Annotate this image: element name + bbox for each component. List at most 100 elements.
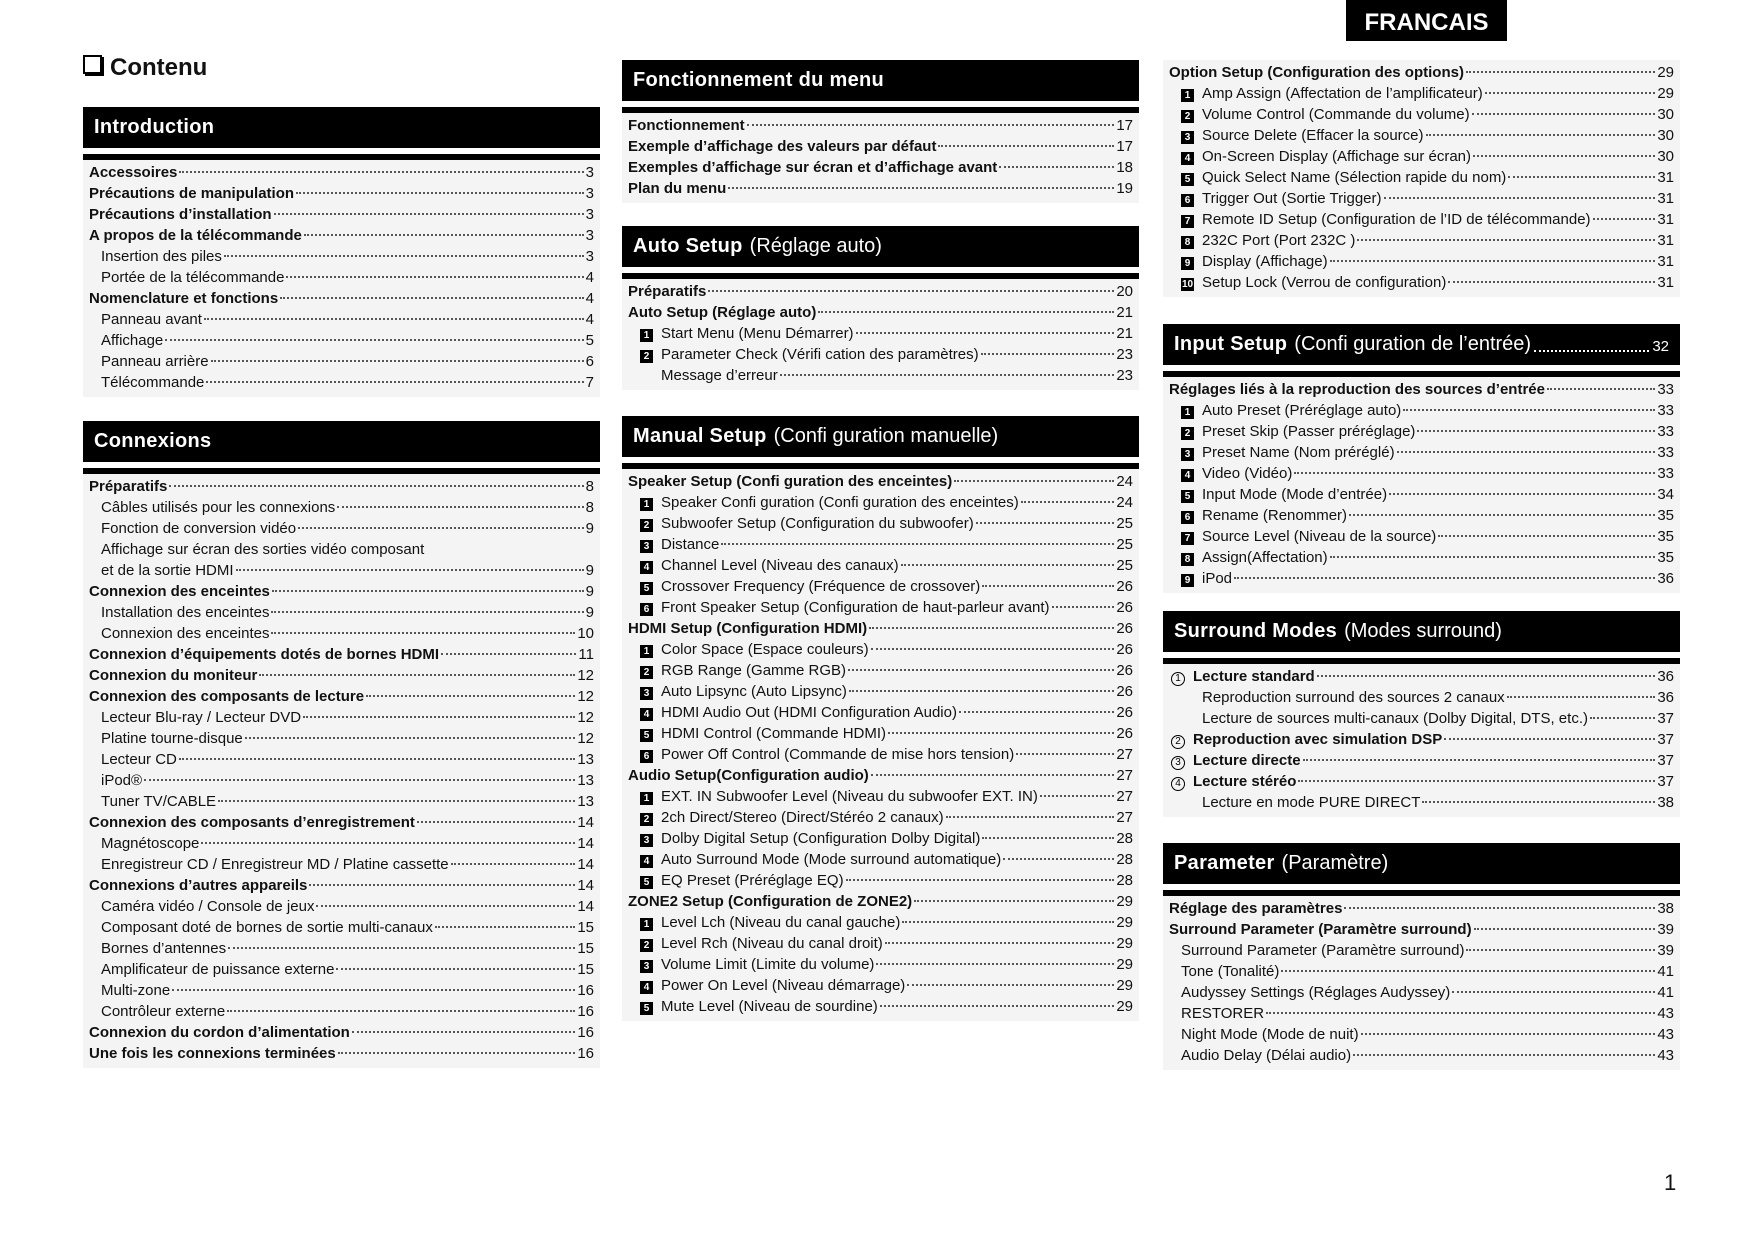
toc-entry[interactable]: 3 Source Delete (Effacer la source) 30 xyxy=(1169,125,1674,146)
toc-entry[interactable]: Magnétoscope 14 xyxy=(89,833,594,854)
toc-entry[interactable]: Message d’erreur 23 xyxy=(628,365,1133,386)
toc-entry[interactable]: 1 Start Menu (Menu Démarrer) 21 xyxy=(628,323,1133,344)
toc-entry[interactable]: 6 Front Speaker Setup (Configuration de h… xyxy=(628,597,1133,618)
toc-entry[interactable]: 10 Setup Lock (Verrou de configuration) 31 xyxy=(1169,272,1674,293)
toc-entry[interactable]: Connexion du cordon d’alimentation 16 xyxy=(89,1022,594,1043)
toc-entry[interactable]: 1 Speaker Confi guration (Confi guration … xyxy=(628,492,1133,513)
toc-entry[interactable]: 7 Remote ID Setup (Configuration de l’ID … xyxy=(1169,209,1674,230)
toc-entry[interactable]: Réglages liés à la reproduction des sour… xyxy=(1169,379,1674,400)
toc-entry[interactable]: Option Setup (Configuration des options)… xyxy=(1169,62,1674,83)
toc-entry[interactable]: A propos de la télécommande 3 xyxy=(89,225,594,246)
toc-entry[interactable]: 2 2ch Direct/Stereo (Direct/Stéréo 2 cana… xyxy=(628,807,1133,828)
toc-entry[interactable]: Plan du menu 19 xyxy=(628,178,1133,199)
toc-entry[interactable]: 5 Quick Select Name (Sélection rapide du … xyxy=(1169,167,1674,188)
toc-entry[interactable]: 4 Channel Level (Niveau des canaux) 25 xyxy=(628,555,1133,576)
toc-entry[interactable]: Speaker Setup (Confi guration des encein… xyxy=(628,471,1133,492)
toc-entry[interactable]: Précautions d’installation 3 xyxy=(89,204,594,225)
toc-entry[interactable]: 8 232C Port (Port 232C ) 31 xyxy=(1169,230,1674,251)
toc-entry[interactable]: Lecteur CD 13 xyxy=(89,749,594,770)
toc-entry[interactable]: 1 Lecture standard 36 xyxy=(1169,666,1674,687)
toc-entry[interactable]: Exemple d’affichage des valeurs par défa… xyxy=(628,136,1133,157)
toc-entry[interactable]: Portée de la télécommande 4 xyxy=(89,267,594,288)
toc-entry[interactable]: Affichage sur écran des sorties vidéo co… xyxy=(89,539,594,560)
toc-entry[interactable]: 1 EXT. IN Subwoofer Level (Niveau du subw… xyxy=(628,786,1133,807)
toc-entry[interactable]: Audio Setup(Configuration audio) 27 xyxy=(628,765,1133,786)
toc-entry[interactable]: 5 Input Mode (Mode d’entrée) 34 xyxy=(1169,484,1674,505)
toc-entry[interactable]: 2 Preset Skip (Passer préréglage) 33 xyxy=(1169,421,1674,442)
toc-entry[interactable]: iPod® 13 xyxy=(89,770,594,791)
toc-entry[interactable]: Multi-zone 16 xyxy=(89,980,594,1001)
toc-entry[interactable]: 3 Dolby Digital Setup (Configuration Dolb… xyxy=(628,828,1133,849)
toc-entry[interactable]: Fonction de conversion vidéo 9 xyxy=(89,518,594,539)
toc-entry[interactable]: Panneau arrière 6 xyxy=(89,351,594,372)
toc-entry[interactable]: Insertion des piles 3 xyxy=(89,246,594,267)
toc-entry[interactable]: RESTORER 43 xyxy=(1169,1003,1674,1024)
toc-entry[interactable]: 9 iPod 36 xyxy=(1169,568,1674,589)
toc-entry[interactable]: et de la sortie HDMI 9 xyxy=(89,560,594,581)
toc-entry[interactable]: Audyssey Settings (Réglages Audyssey) 41 xyxy=(1169,982,1674,1003)
toc-entry[interactable]: 3 Preset Name (Nom préréglé) 33 xyxy=(1169,442,1674,463)
toc-entry[interactable]: 3 Lecture directe 37 xyxy=(1169,750,1674,771)
toc-entry[interactable]: 5 EQ Preset (Préréglage EQ) 28 xyxy=(628,870,1133,891)
toc-entry[interactable]: Câbles utilisés pour les connexions 8 xyxy=(89,497,594,518)
toc-entry[interactable]: Panneau avant 4 xyxy=(89,309,594,330)
toc-entry[interactable]: Connexion des enceintes 10 xyxy=(89,623,594,644)
toc-entry[interactable]: 9 Display (Affichage) 31 xyxy=(1169,251,1674,272)
toc-entry[interactable]: 6 Trigger Out (Sortie Trigger) 31 xyxy=(1169,188,1674,209)
toc-entry[interactable]: Préparatifs 8 xyxy=(89,476,594,497)
toc-entry[interactable]: 2 Parameter Check (Vérifi cation des para… xyxy=(628,344,1133,365)
toc-entry[interactable]: 1 Auto Preset (Préréglage auto) 33 xyxy=(1169,400,1674,421)
toc-entry[interactable]: Connexion d’équipements dotés de bornes … xyxy=(89,644,594,665)
toc-entry[interactable]: Platine tourne-disque 12 xyxy=(89,728,594,749)
toc-entry[interactable]: Télécommande 7 xyxy=(89,372,594,393)
toc-entry[interactable]: Bornes d’antennes 15 xyxy=(89,938,594,959)
toc-entry[interactable]: Night Mode (Mode de nuit) 43 xyxy=(1169,1024,1674,1045)
toc-entry[interactable]: ZONE2 Setup (Configuration de ZONE2) 29 xyxy=(628,891,1133,912)
toc-entry[interactable]: Installation des enceintes 9 xyxy=(89,602,594,623)
toc-entry[interactable]: 4 Lecture stéréo 37 xyxy=(1169,771,1674,792)
toc-entry[interactable]: Surround Parameter (Paramètre surround) 3… xyxy=(1169,940,1674,961)
toc-entry[interactable]: Réglage des paramètres 38 xyxy=(1169,898,1674,919)
toc-entry[interactable]: Amplificateur de puissance externe 15 xyxy=(89,959,594,980)
toc-entry[interactable]: Reproduction surround des sources 2 cana… xyxy=(1169,687,1674,708)
toc-entry[interactable]: Tone (Tonalité) 41 xyxy=(1169,961,1674,982)
toc-entry[interactable]: Une fois les connexions terminées 16 xyxy=(89,1043,594,1064)
toc-entry[interactable]: 7 Source Level (Niveau de la source) 35 xyxy=(1169,526,1674,547)
toc-entry[interactable]: 3 Distance 25 xyxy=(628,534,1133,555)
toc-entry[interactable]: 4 Auto Surround Mode (Mode surround autom… xyxy=(628,849,1133,870)
toc-entry[interactable]: Connexion des composants d’enregistremen… xyxy=(89,812,594,833)
toc-entry[interactable]: Fonctionnement 17 xyxy=(628,115,1133,136)
toc-entry[interactable]: Lecture en mode PURE DIRECT 38 xyxy=(1169,792,1674,813)
toc-entry[interactable]: Accessoires 3 xyxy=(89,162,594,183)
toc-entry[interactable]: 4 On-Screen Display (Affichage sur écran)… xyxy=(1169,146,1674,167)
toc-entry[interactable]: 5 Mute Level (Niveau de sourdine) 29 xyxy=(628,996,1133,1017)
toc-entry[interactable]: 4 Power On Level (Niveau démarrage) 29 xyxy=(628,975,1133,996)
toc-entry[interactable]: Audio Delay (Délai audio) 43 xyxy=(1169,1045,1674,1066)
toc-entry[interactable]: Connexion du moniteur 12 xyxy=(89,665,594,686)
toc-entry[interactable]: Contrôleur externe 16 xyxy=(89,1001,594,1022)
toc-entry[interactable]: Tuner TV/CABLE 13 xyxy=(89,791,594,812)
toc-entry[interactable]: Exemples d’affichage sur écran et d’affi… xyxy=(628,157,1133,178)
toc-entry[interactable]: Connexion des enceintes 9 xyxy=(89,581,594,602)
toc-entry[interactable]: 3 Volume Limit (Limite du volume) 29 xyxy=(628,954,1133,975)
toc-entry[interactable]: Connexions d’autres appareils 14 xyxy=(89,875,594,896)
toc-entry[interactable]: 2 RGB Range (Gamme RGB) 26 xyxy=(628,660,1133,681)
toc-entry[interactable]: Composant doté de bornes de sortie multi… xyxy=(89,917,594,938)
toc-entry[interactable]: Lecture de sources multi-canaux (Dolby D… xyxy=(1169,708,1674,729)
toc-entry[interactable]: 6 Power Off Control (Commande de mise hor… xyxy=(628,744,1133,765)
toc-entry[interactable]: 8 Assign(Affectation) 35 xyxy=(1169,547,1674,568)
toc-entry[interactable]: 2 Subwoofer Setup (Configuration du subwo… xyxy=(628,513,1133,534)
toc-entry[interactable]: Précautions de manipulation 3 xyxy=(89,183,594,204)
toc-entry[interactable]: Surround Parameter (Paramètre surround) 3… xyxy=(1169,919,1674,940)
toc-entry[interactable]: HDMI Setup (Configuration HDMI) 26 xyxy=(628,618,1133,639)
toc-entry[interactable]: 6 Rename (Renommer) 35 xyxy=(1169,505,1674,526)
toc-entry[interactable]: 5 HDMI Control (Commande HDMI) 26 xyxy=(628,723,1133,744)
toc-entry[interactable]: 2 Level Rch (Niveau du canal droit) 29 xyxy=(628,933,1133,954)
toc-entry[interactable]: 1 Level Lch (Niveau du canal gauche) 29 xyxy=(628,912,1133,933)
toc-entry[interactable]: Préparatifs 20 xyxy=(628,281,1133,302)
toc-entry[interactable]: Lecteur Blu-ray / Lecteur DVD 12 xyxy=(89,707,594,728)
toc-entry[interactable]: Affichage 5 xyxy=(89,330,594,351)
toc-entry[interactable]: 1 Color Space (Espace couleurs) 26 xyxy=(628,639,1133,660)
toc-entry[interactable]: Caméra vidéo / Console de jeux 14 xyxy=(89,896,594,917)
toc-entry[interactable]: 4 HDMI Audio Out (HDMI Configuration Audi… xyxy=(628,702,1133,723)
